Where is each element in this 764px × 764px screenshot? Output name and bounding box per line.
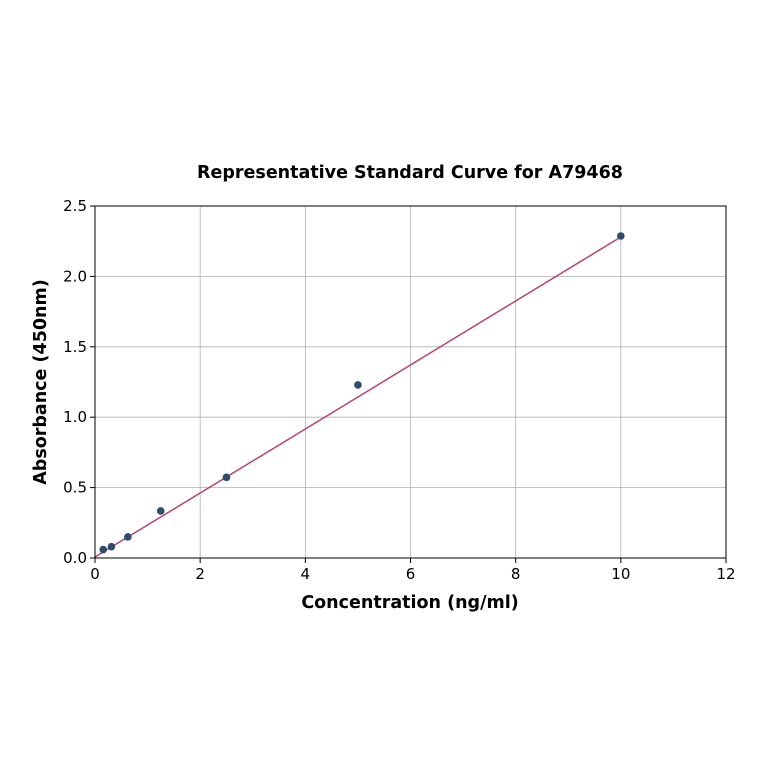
x-tick-label: 0 <box>90 565 100 583</box>
data-point <box>617 232 625 240</box>
grid <box>94 205 727 559</box>
y-tick-label: 1.5 <box>63 338 87 356</box>
x-tick-label: 12 <box>716 565 735 583</box>
x-tick-label: 8 <box>511 565 521 583</box>
data-point <box>124 533 132 541</box>
fit-line-group <box>94 236 622 558</box>
y-tick-label: 2.0 <box>63 267 87 285</box>
x-tick-label: 4 <box>301 565 311 583</box>
y-axis-label: Absorbance (450nm) <box>31 279 51 485</box>
data-points <box>99 232 625 554</box>
x-tick-label: 10 <box>611 565 630 583</box>
y-ticks: 0.0 0.5 1.0 1.5 2.0 2.5 <box>63 197 95 567</box>
y-tick-label: 0.5 <box>63 479 87 497</box>
x-axis-label: Concentration (ng/ml) <box>301 593 518 613</box>
x-tick-label: 2 <box>195 565 205 583</box>
data-point <box>99 545 108 554</box>
data-point <box>107 542 116 551</box>
y-tick-label: 1.0 <box>63 408 87 426</box>
data-point <box>156 507 165 515</box>
chart-title: Representative Standard Curve for A79468 <box>197 163 623 183</box>
x-tick-label: 6 <box>406 565 416 583</box>
y-tick-label: 0.0 <box>63 549 87 567</box>
data-point <box>222 473 231 482</box>
data-point <box>354 381 362 389</box>
x-ticks: 0 2 4 6 8 10 12 <box>90 558 736 583</box>
fit-line <box>94 236 622 558</box>
y-tick-label: 2.5 <box>63 197 87 215</box>
